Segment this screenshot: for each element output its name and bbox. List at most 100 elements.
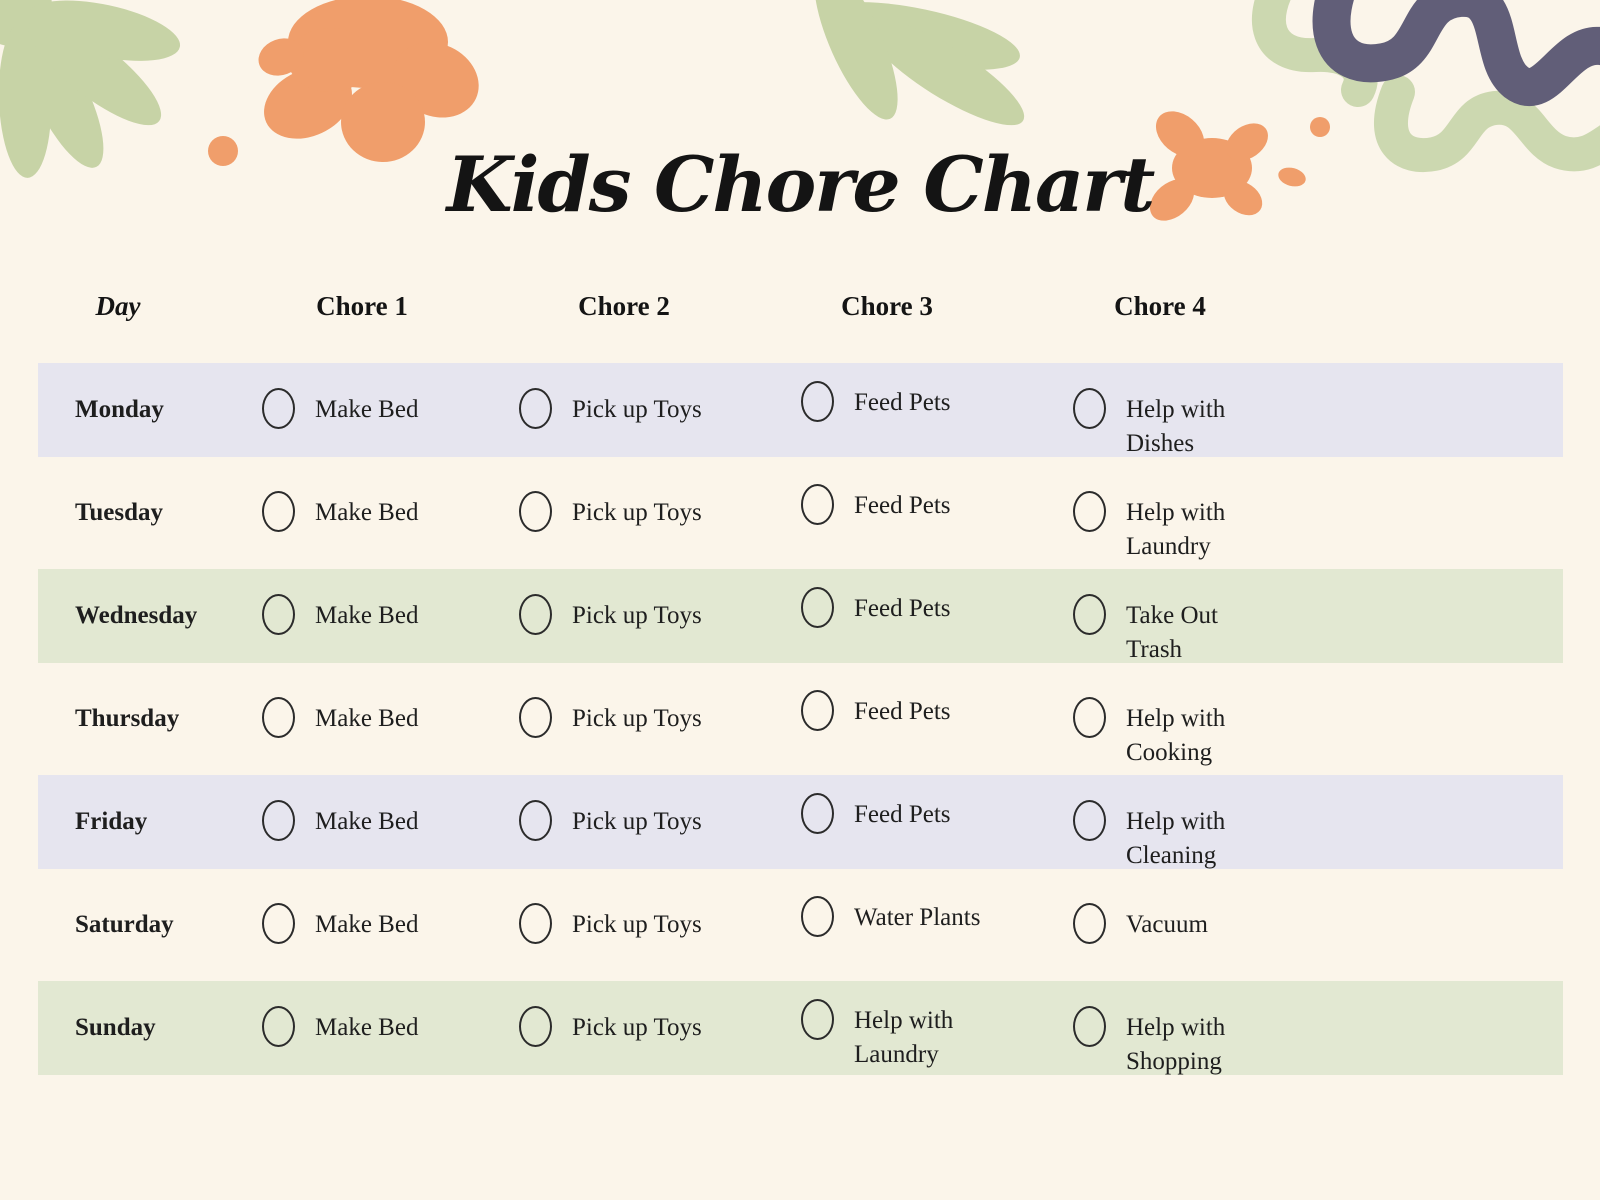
day-label: Saturday	[75, 911, 174, 938]
chore-checkbox-circle[interactable]	[1073, 594, 1106, 635]
chore-cell: Water Plants	[787, 878, 1059, 972]
chore-cell: Feed Pets	[787, 775, 1059, 873]
chore-label: Make Bed	[315, 911, 419, 938]
chore-checkbox-circle[interactable]	[519, 594, 552, 635]
chore-checkbox-circle[interactable]	[519, 1006, 552, 1047]
chore-cell: Take Out Trash	[1059, 569, 1563, 667]
chore-label: Feed Pets	[854, 801, 951, 828]
chore-checkbox-circle[interactable]	[1073, 800, 1106, 841]
chore-checkbox-circle[interactable]	[519, 388, 552, 429]
chore-cell: Help with Shopping	[1059, 981, 1563, 1079]
chore-label: Help with Cooking	[1126, 705, 1226, 766]
day-label: Wednesday	[75, 602, 198, 629]
table-row-monday: Monday Make Bed Pick up Toys Feed Pets Help …	[38, 363, 1563, 457]
chore-label: Pick up Toys	[572, 396, 702, 423]
leaf-decoration-top-center	[814, 0, 1025, 126]
chore-checkbox-circle[interactable]	[519, 697, 552, 738]
day-cell: Monday	[38, 363, 248, 461]
column-header-chore-4: Chore 4	[1114, 291, 1206, 321]
chore-label: Feed Pets	[854, 595, 951, 622]
chore-checkbox-circle[interactable]	[519, 800, 552, 841]
chore-cell: Pick up Toys	[505, 878, 787, 972]
chore-label: Make Bed	[315, 1014, 419, 1041]
column-header-chore-2: Chore 2	[578, 291, 670, 321]
table-row-saturday: Saturday Make Bed Pick up Toys Water Plants…	[38, 878, 1563, 972]
page-title: Kids Chore Chart	[446, 140, 1156, 229]
chore-cell: Make Bed	[248, 878, 505, 972]
chore-cell: Pick up Toys	[505, 569, 787, 667]
chore-label: Help with Laundry	[1126, 499, 1226, 560]
chore-checkbox-circle[interactable]	[1073, 697, 1106, 738]
chore-checkbox-circle[interactable]	[262, 903, 295, 944]
chore-checkbox-circle[interactable]	[801, 587, 834, 628]
chore-cell: Help with Cleaning	[1059, 775, 1563, 873]
squiggle-sage-top-right	[1252, 0, 1600, 173]
chore-label: Vacuum	[1126, 911, 1208, 938]
chore-checkbox-circle[interactable]	[801, 999, 834, 1040]
table-row-friday: Friday Make Bed Pick up Toys Feed Pets Help …	[38, 775, 1563, 869]
table-row-tuesday: Tuesday Make Bed Pick up Toys Feed Pets Help…	[38, 466, 1563, 560]
chore-checkbox-circle[interactable]	[262, 697, 295, 738]
chore-label: Make Bed	[315, 499, 419, 526]
chore-label: Pick up Toys	[572, 1014, 702, 1041]
chore-cell: Make Bed	[248, 775, 505, 873]
chore-cell: Help with Dishes	[1059, 363, 1563, 461]
chore-checkbox-circle[interactable]	[519, 903, 552, 944]
chore-cell: Pick up Toys	[505, 981, 787, 1079]
chore-cell: Make Bed	[248, 363, 505, 461]
column-header-chore-1: Chore 1	[316, 291, 408, 321]
chore-checkbox-circle[interactable]	[262, 800, 295, 841]
chore-label: Help with Laundry	[854, 1007, 954, 1068]
chore-checkbox-circle[interactable]	[262, 594, 295, 635]
column-header-chore-3: Chore 3	[841, 291, 933, 321]
chore-checkbox-circle[interactable]	[1073, 903, 1106, 944]
chore-label: Pick up Toys	[572, 808, 702, 835]
chore-checkbox-circle[interactable]	[1073, 1006, 1106, 1047]
day-label: Thursday	[75, 705, 180, 732]
chore-checkbox-circle[interactable]	[801, 690, 834, 731]
chore-checkbox-circle[interactable]	[801, 484, 834, 525]
chore-cell: Make Bed	[248, 981, 505, 1079]
day-cell: Tuesday	[38, 466, 248, 564]
chore-label: Pick up Toys	[572, 499, 702, 526]
day-label: Sunday	[75, 1014, 156, 1041]
chore-checkbox-circle[interactable]	[801, 793, 834, 834]
table-row-thursday: Thursday Make Bed Pick up Toys Feed Pets Hel…	[38, 672, 1563, 766]
chore-checkbox-circle[interactable]	[801, 896, 834, 937]
day-cell: Wednesday	[38, 569, 248, 667]
chore-label: Pick up Toys	[572, 705, 702, 732]
chore-cell: Pick up Toys	[505, 363, 787, 461]
chore-checkbox-circle[interactable]	[1073, 388, 1106, 429]
chore-cell: Make Bed	[248, 672, 505, 770]
chore-label: Make Bed	[315, 396, 419, 423]
day-cell: Sunday	[38, 981, 248, 1079]
column-header-day: Day	[95, 291, 141, 321]
chore-label: Water Plants	[854, 904, 981, 931]
chore-table: Monday Make Bed Pick up Toys Feed Pets Help …	[38, 363, 1563, 1084]
chore-checkbox-circle[interactable]	[519, 491, 552, 532]
chore-checkbox-circle[interactable]	[1073, 491, 1106, 532]
chore-cell: Help with Cooking	[1059, 672, 1563, 770]
chore-cell: Help with Laundry	[787, 981, 1059, 1079]
chore-label: Make Bed	[315, 808, 419, 835]
day-label: Friday	[75, 808, 148, 835]
chore-checkbox-circle[interactable]	[262, 491, 295, 532]
chore-cell: Pick up Toys	[505, 466, 787, 564]
chore-cell: Feed Pets	[787, 363, 1059, 461]
chore-cell: Pick up Toys	[505, 672, 787, 770]
chore-checkbox-circle[interactable]	[262, 1006, 295, 1047]
table-row-sunday: Sunday Make Bed Pick up Toys Help with Laun…	[38, 981, 1563, 1075]
chore-cell: Feed Pets	[787, 672, 1059, 770]
chore-cell: Pick up Toys	[505, 775, 787, 873]
table-row-wednesday: Wednesday Make Bed Pick up Toys Feed Pets Ta…	[38, 569, 1563, 663]
day-cell: Thursday	[38, 672, 248, 770]
chore-label: Make Bed	[315, 705, 419, 732]
chore-checkbox-circle[interactable]	[262, 388, 295, 429]
chore-checkbox-circle[interactable]	[801, 381, 834, 422]
day-cell: Friday	[38, 775, 248, 873]
chore-label: Help with Shopping	[1126, 1014, 1226, 1075]
chore-label: Feed Pets	[854, 698, 951, 725]
day-cell: Saturday	[38, 878, 248, 972]
squiggle-purple-top-right	[1312, 0, 1600, 106]
